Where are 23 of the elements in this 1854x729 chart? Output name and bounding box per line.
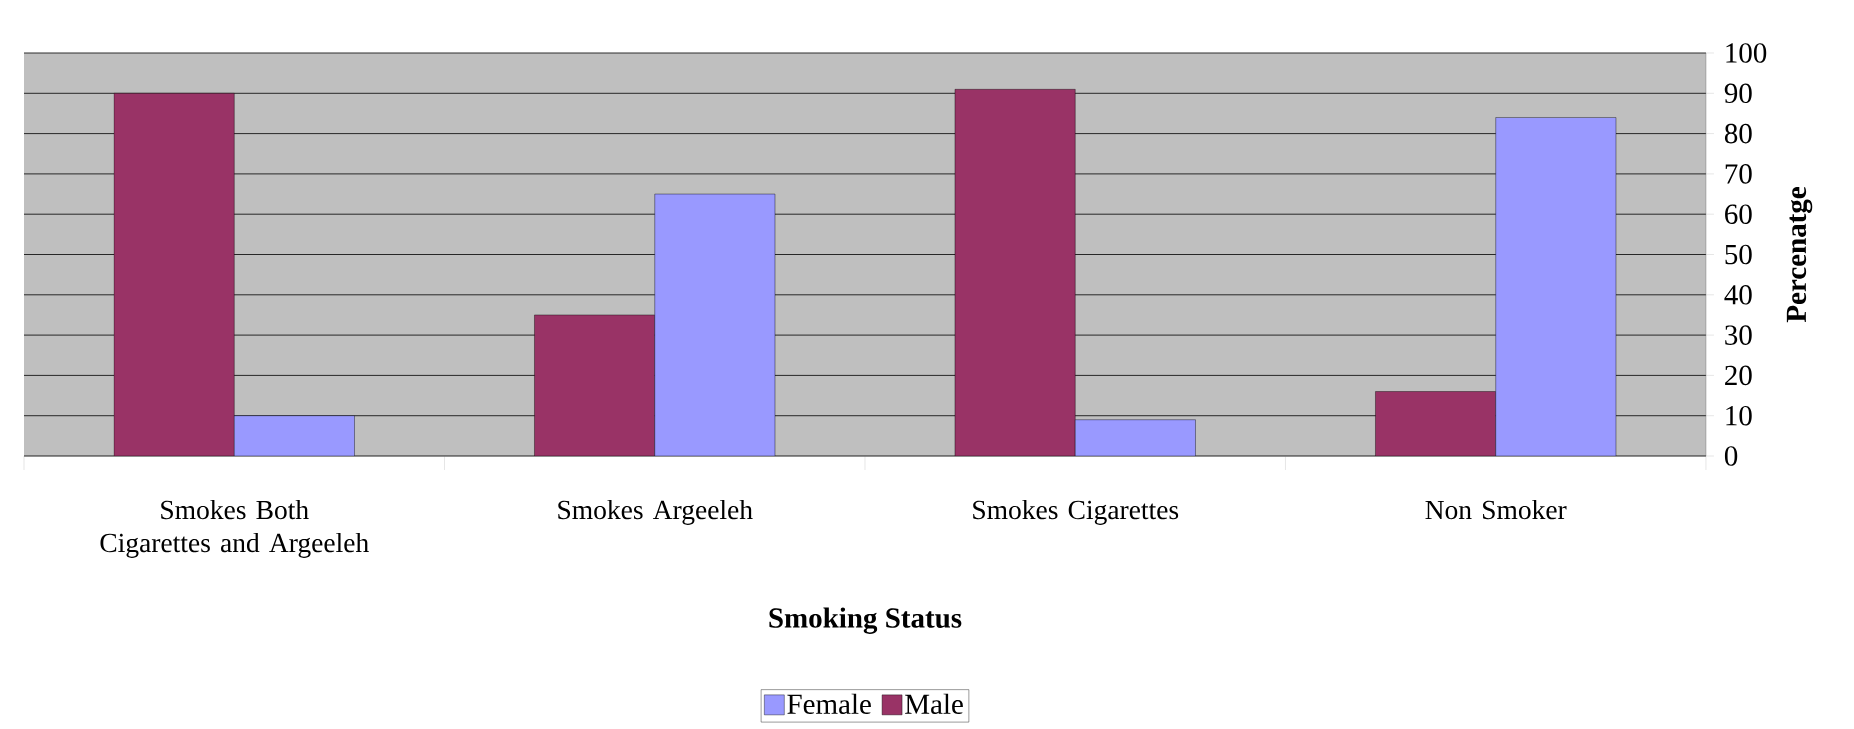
y-tick-label: 60 bbox=[1725, 204, 1752, 224]
y-tick-label: 100 bbox=[1726, 43, 1767, 63]
y-tick-label: 70 bbox=[1725, 164, 1752, 184]
y-tick-label: 90 bbox=[1724, 83, 1752, 104]
legend-label: Male bbox=[905, 693, 963, 715]
bar bbox=[1495, 117, 1617, 456]
y-axis-title: Percenatge bbox=[1786, 187, 1813, 323]
bar bbox=[234, 415, 355, 456]
y-tick-label: 50 bbox=[1725, 244, 1752, 265]
x-tick-label: Non Smoker bbox=[1425, 499, 1567, 520]
y-tick-label: 80 bbox=[1724, 123, 1752, 144]
y-tick-label: 0 bbox=[1724, 446, 1738, 466]
x-axis-title: Smoking Status bbox=[769, 607, 962, 634]
y-tick-label: 30 bbox=[1725, 325, 1752, 345]
legend-label: Female bbox=[787, 693, 871, 715]
y-tick-label: 20 bbox=[1725, 365, 1752, 386]
bar bbox=[1075, 419, 1196, 456]
x-tick-label: Smokes Cigarettes bbox=[973, 499, 1179, 525]
x-tick-label: Smokes Both Cigarettes and Argeeleh bbox=[100, 499, 369, 558]
x-tick-label: Smokes Argeeleh bbox=[558, 499, 753, 525]
bar bbox=[654, 193, 776, 456]
y-tick-label: 10 bbox=[1726, 405, 1752, 426]
y-tick-label: 40 bbox=[1724, 285, 1752, 305]
